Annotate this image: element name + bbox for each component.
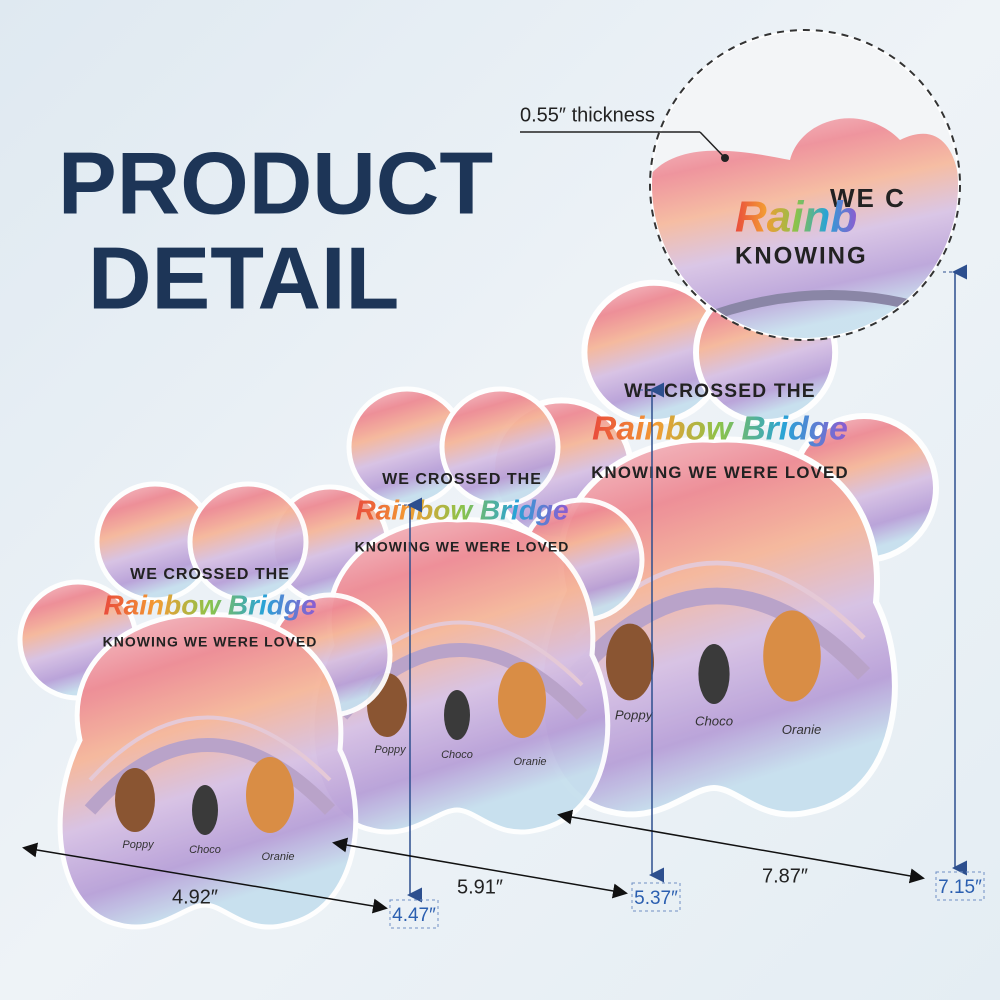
- pet-name: Poppy: [122, 839, 155, 851]
- width-label: 7.87″: [762, 865, 808, 887]
- width-line: [332, 837, 628, 899]
- callout-dot: [721, 154, 729, 162]
- height-box: [389, 899, 439, 929]
- zoom-content: WE C Rainb KNOWING: [652, 32, 958, 338]
- pet: [698, 644, 730, 704]
- pet-name: Poppy: [615, 707, 654, 722]
- plaque-line: Rainbow Bridge: [592, 410, 848, 447]
- pet-name: Choco: [189, 844, 221, 856]
- width-line: [557, 809, 925, 884]
- paw-pad: [309, 517, 611, 835]
- bridge-rail: [88, 715, 332, 782]
- callout-leader: [699, 131, 726, 159]
- width-line: [22, 842, 388, 914]
- pet-name: Choco: [441, 749, 473, 761]
- plaque-line: KNOWING WE WERE LOVED: [591, 463, 849, 482]
- height-label: 7.15″: [938, 877, 982, 898]
- callout-label: 0.55″ thickness: [520, 104, 655, 126]
- pet-name: Poppy: [374, 744, 407, 756]
- pet-name: Choco: [695, 713, 733, 728]
- zoom-plaque: [652, 118, 958, 338]
- pet: [763, 610, 821, 702]
- height-label: 4.47″: [392, 905, 436, 926]
- dimensions: 4.92″ 4.47″ 5.91″ 5.37″ 7.87″ 7.15″: [22, 264, 985, 929]
- pet-name: Oranie: [513, 756, 546, 768]
- zoom-line: Rainb: [735, 193, 857, 242]
- pet: [115, 768, 155, 832]
- paw-toe: [439, 386, 561, 508]
- height-box: [935, 871, 985, 901]
- plaque-line: Rainbow Bridge: [103, 589, 316, 620]
- pet: [498, 662, 546, 738]
- plaques: WE CROSSED THE Rainbow Bridge KNOWING WE W…: [17, 279, 940, 930]
- title: DETAIL: [88, 228, 399, 327]
- plaque-line: KNOWING WE WERE LOVED: [103, 634, 318, 650]
- width-label: 5.91″: [457, 876, 503, 898]
- pet: [192, 785, 218, 835]
- title: PRODUCT: [58, 133, 493, 232]
- pet-name: Oranie: [782, 722, 822, 737]
- plaque-line: WE CROSSED THE: [130, 566, 290, 583]
- width-label: 4.92″: [172, 886, 218, 908]
- plaque-line: WE CROSSED THE: [382, 471, 542, 488]
- pet: [246, 757, 294, 833]
- plaque-line: WE CROSSED THE: [624, 381, 816, 402]
- pet: [606, 623, 654, 701]
- zoom-callout: WE C Rainb KNOWING 0.55″ thickness: [520, 29, 961, 341]
- pet-name: Oranie: [261, 851, 294, 863]
- pet: [444, 690, 470, 740]
- height-label: 5.37″: [634, 888, 678, 909]
- plaque-line: KNOWING WE WERE LOVED: [355, 539, 570, 555]
- paw-pad: [57, 612, 359, 930]
- paw-toe: [187, 481, 309, 603]
- zoom-line: KNOWING: [735, 242, 868, 269]
- plaque-line: Rainbow Bridge: [355, 494, 568, 525]
- zoom-line: WE C: [830, 183, 906, 213]
